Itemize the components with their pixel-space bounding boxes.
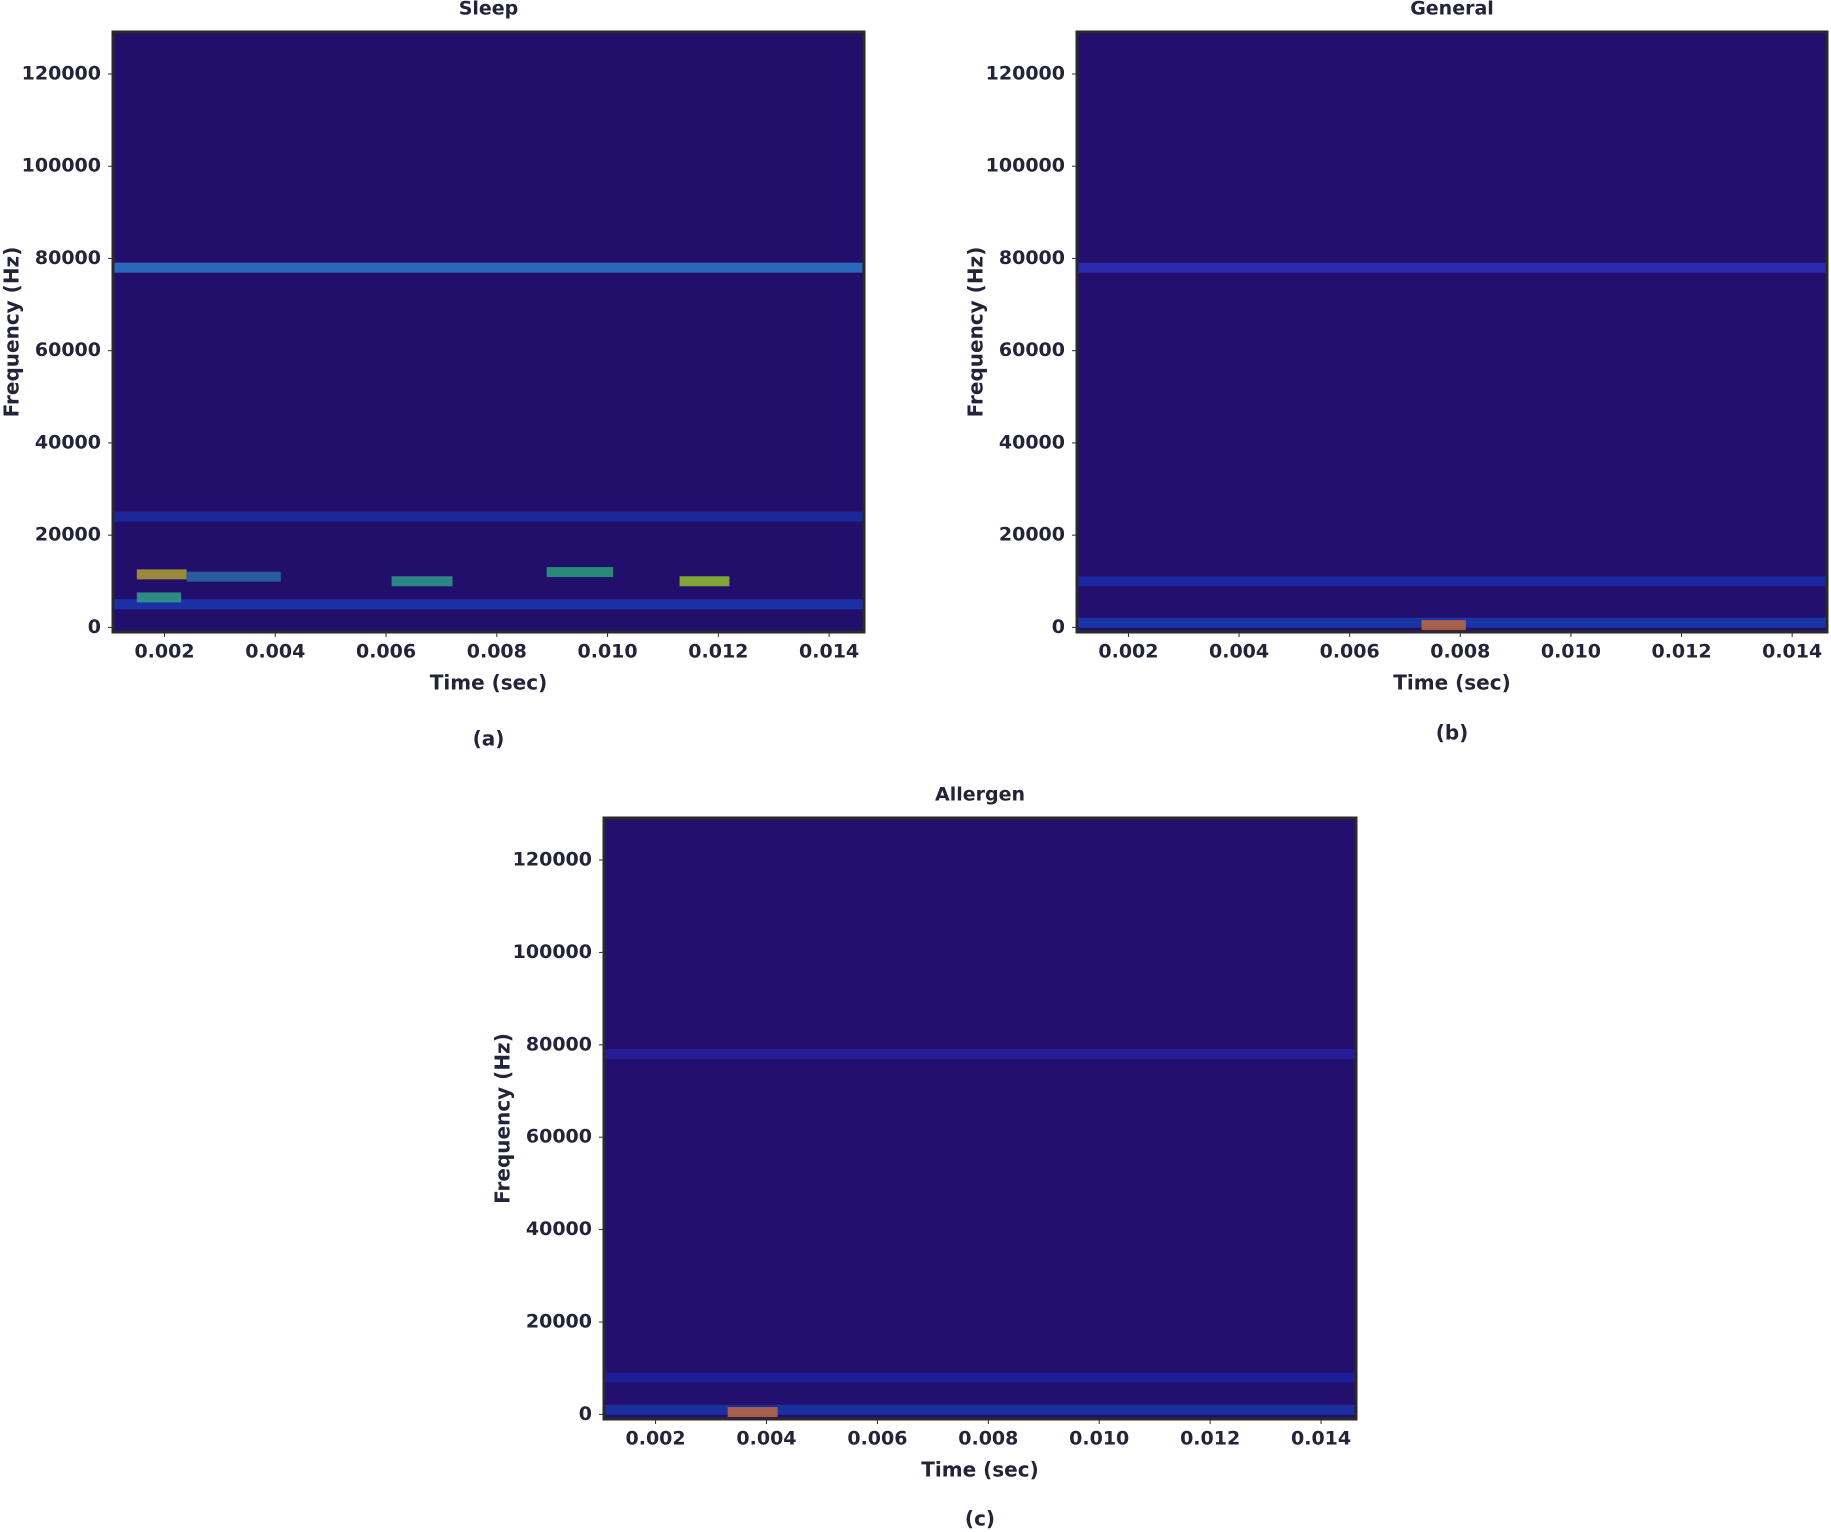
x-tick-label: 0.004 — [1209, 641, 1269, 663]
spectrogram-band — [186, 571, 281, 582]
x-tick-label: 0.008 — [1430, 641, 1490, 663]
y-tick-label: 100000 — [22, 155, 101, 177]
y-tick-label: 100000 — [513, 941, 592, 963]
x-tick-label: 0.014 — [1762, 641, 1822, 663]
y-tick-label: 120000 — [22, 62, 101, 84]
spectrogram-band — [604, 1404, 1356, 1415]
caption: (b) — [1436, 721, 1469, 745]
x-tick-label: 0.004 — [245, 641, 305, 663]
y-axis-label: Frequency (Hz) — [964, 247, 988, 418]
spectrogram-band — [546, 567, 614, 578]
spectrogram-band — [1077, 576, 1827, 587]
x-tick-label: 0.012 — [1180, 1428, 1240, 1450]
x-tick-label: 0.006 — [1320, 641, 1380, 663]
x-tick-label: 0.010 — [1541, 641, 1601, 663]
spectrogram-band — [113, 511, 864, 522]
x-axis-label: Time (sec) — [430, 671, 547, 695]
y-tick-label: 20000 — [999, 524, 1065, 546]
y-tick-label: 80000 — [35, 247, 101, 269]
spectrogram-band — [136, 569, 187, 580]
y-tick-label: 120000 — [513, 849, 592, 871]
caption: (c) — [965, 1507, 995, 1531]
x-tick-label: 0.006 — [847, 1428, 907, 1450]
chart-title: Allergen — [935, 784, 1025, 806]
x-axis-label: Time (sec) — [1393, 671, 1510, 695]
spectrogram-band — [1421, 620, 1466, 631]
y-tick-label: 40000 — [526, 1218, 592, 1240]
x-tick-label: 0.014 — [799, 641, 859, 663]
spectrogram-band — [113, 599, 864, 610]
y-tick-label: 120000 — [986, 62, 1065, 84]
chart-title: Sleep — [459, 0, 519, 20]
spectrogram-band — [1077, 262, 1827, 273]
y-tick-label: 60000 — [999, 339, 1065, 361]
x-tick-label: 0.008 — [467, 641, 527, 663]
y-tick-label: 0 — [88, 616, 101, 638]
x-tick-label: 0.008 — [958, 1428, 1018, 1450]
x-tick-label: 0.006 — [356, 641, 416, 663]
spectrogram-band — [727, 1407, 778, 1418]
plot-frame — [111, 30, 866, 634]
x-tick-label: 0.010 — [1069, 1428, 1129, 1450]
spectrogram-band — [113, 262, 864, 273]
y-tick-label: 0 — [1052, 616, 1065, 638]
x-axis-label: Time (sec) — [921, 1458, 1038, 1482]
plot-frame — [602, 816, 1358, 1421]
spectrogram-background — [604, 818, 1356, 1419]
x-tick-label: 0.014 — [1291, 1428, 1351, 1450]
spectrogram-background — [113, 32, 864, 632]
y-tick-label: 60000 — [526, 1126, 592, 1148]
y-tick-label: 20000 — [526, 1310, 592, 1332]
spectrogram-band — [679, 576, 730, 587]
x-tick-label: 0.002 — [134, 641, 194, 663]
y-axis-label: Frequency (Hz) — [491, 1033, 515, 1204]
y-tick-label: 20000 — [35, 524, 101, 546]
y-tick-label: 60000 — [35, 339, 101, 361]
y-tick-label: 100000 — [986, 155, 1065, 177]
x-tick-label: 0.012 — [688, 641, 748, 663]
chart-title: General — [1410, 0, 1494, 20]
x-tick-label: 0.012 — [1651, 641, 1711, 663]
y-axis-label: Frequency (Hz) — [0, 247, 24, 418]
spectrogram-band — [391, 576, 453, 587]
spectrogram-band — [136, 592, 182, 603]
x-tick-label: 0.002 — [1098, 641, 1158, 663]
y-tick-label: 80000 — [526, 1033, 592, 1055]
spectrogram-band — [604, 1049, 1356, 1060]
caption: (a) — [473, 727, 505, 751]
x-tick-label: 0.004 — [736, 1428, 796, 1450]
spectrogram-background — [1077, 32, 1827, 632]
y-tick-label: 40000 — [35, 431, 101, 453]
plot-frame — [1075, 30, 1829, 634]
y-tick-label: 0 — [579, 1403, 592, 1425]
spectrogram-band — [604, 1372, 1356, 1383]
x-tick-label: 0.010 — [578, 641, 638, 663]
x-tick-label: 0.002 — [626, 1428, 686, 1450]
y-tick-label: 80000 — [999, 247, 1065, 269]
y-tick-label: 40000 — [999, 431, 1065, 453]
